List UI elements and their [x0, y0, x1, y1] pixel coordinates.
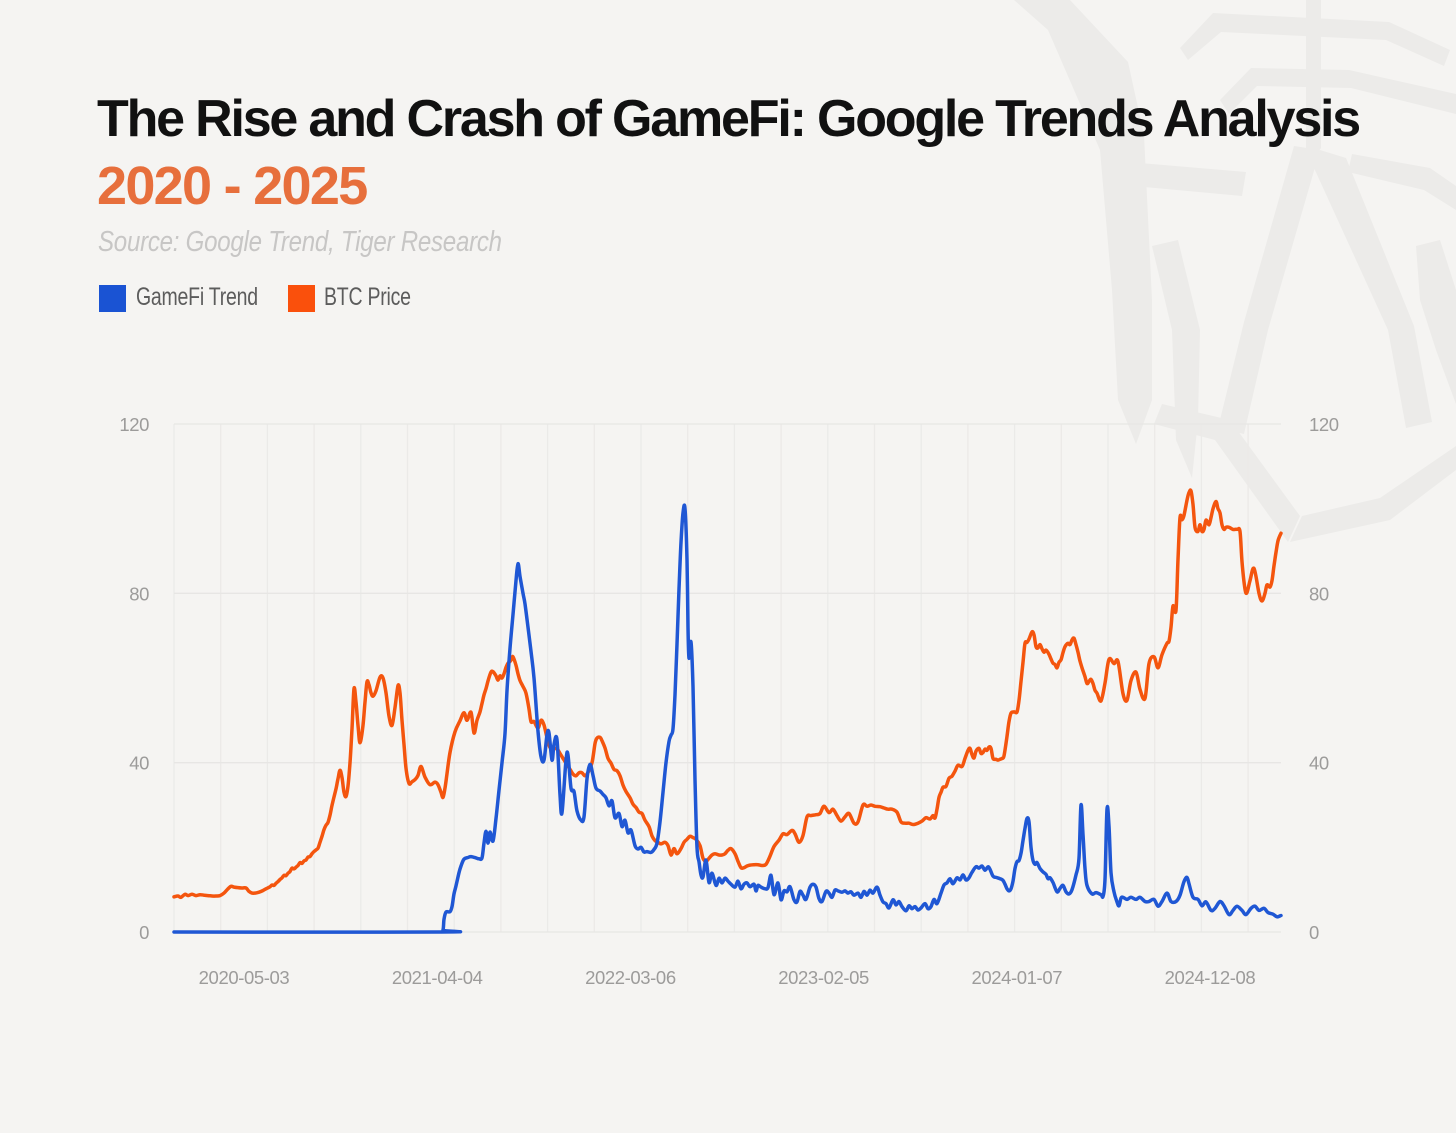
svg-text:2020-05-03: 2020-05-03: [199, 967, 290, 988]
svg-text:0: 0: [1309, 922, 1319, 943]
svg-text:2021-04-04: 2021-04-04: [392, 967, 483, 988]
svg-text:2022-03-06: 2022-03-06: [585, 967, 676, 988]
svg-text:2024-01-07: 2024-01-07: [971, 967, 1062, 988]
svg-text:120: 120: [119, 414, 149, 435]
svg-text:40: 40: [129, 753, 149, 774]
svg-text:80: 80: [129, 583, 149, 604]
svg-text:80: 80: [1309, 583, 1329, 604]
svg-text:0: 0: [139, 922, 149, 943]
svg-text:120: 120: [1309, 414, 1339, 435]
svg-text:40: 40: [1309, 753, 1329, 774]
svg-text:2023-02-05: 2023-02-05: [778, 967, 869, 988]
svg-text:2024-12-08: 2024-12-08: [1165, 967, 1256, 988]
